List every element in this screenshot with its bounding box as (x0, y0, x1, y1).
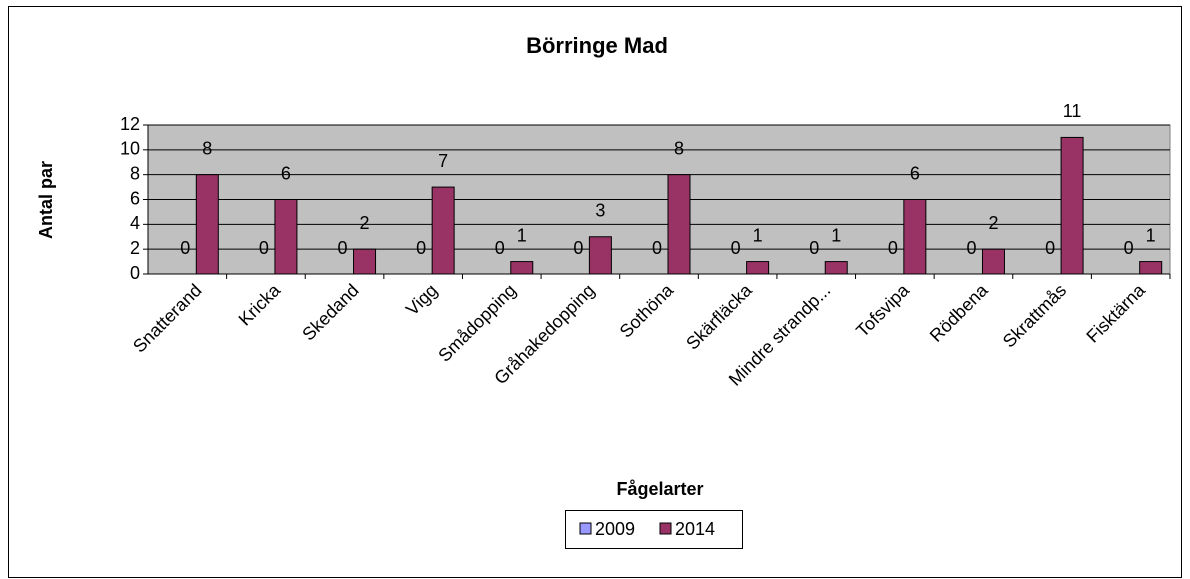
data-label: 6 (281, 163, 291, 183)
data-label: 8 (674, 138, 684, 158)
data-label: 0 (1045, 238, 1055, 258)
bar (588, 236, 612, 275)
data-label: 0 (495, 238, 505, 258)
legend-label: 2009 (595, 519, 635, 539)
data-label: 0 (259, 238, 269, 258)
bar (431, 186, 455, 275)
data-label: 0 (888, 238, 898, 258)
data-label: 1 (1146, 225, 1156, 245)
bar (274, 199, 298, 275)
chart-frame (8, 6, 1182, 578)
y-tick-label: 6 (130, 188, 140, 208)
bar (510, 261, 534, 275)
y-tick-label: 10 (120, 139, 140, 159)
bar (903, 199, 927, 275)
data-label: 0 (966, 238, 976, 258)
data-label: 11 (1063, 101, 1082, 121)
data-label: 0 (416, 238, 426, 258)
y-tick-label: 2 (130, 238, 140, 258)
data-label: 3 (595, 201, 605, 221)
data-label: 0 (180, 238, 190, 258)
data-label: 2 (988, 213, 998, 233)
bar (824, 261, 848, 275)
legend-label: 2014 (675, 519, 715, 539)
bar (746, 261, 770, 275)
data-label: 0 (338, 238, 348, 258)
data-label: 1 (753, 225, 763, 245)
legend (565, 510, 743, 549)
data-label: 0 (573, 238, 583, 258)
data-label: 2 (360, 213, 370, 233)
data-label: 8 (202, 138, 212, 158)
bar (981, 248, 1005, 275)
x-axis-label: Fågelarter (616, 479, 703, 499)
y-tick-label: 0 (130, 263, 140, 283)
y-axis-label: Antal par (36, 161, 56, 239)
y-tick-label: 4 (130, 213, 140, 233)
data-label: 0 (1124, 238, 1134, 258)
y-tick-label: 12 (120, 114, 140, 134)
bar (1060, 136, 1084, 275)
data-label: 1 (517, 225, 527, 245)
chart-title: Börringe Mad (526, 33, 668, 58)
data-label: 1 (831, 225, 841, 245)
data-label: 0 (652, 238, 662, 258)
data-label: 0 (731, 238, 741, 258)
data-label: 7 (438, 151, 448, 171)
bar (195, 174, 219, 275)
data-label: 0 (809, 238, 819, 258)
bar (667, 174, 691, 275)
y-tick-label: 8 (130, 163, 140, 183)
legend-swatch (659, 522, 672, 535)
data-label: 6 (910, 163, 920, 183)
legend-swatch (579, 522, 592, 535)
bar (1139, 261, 1163, 275)
bar (353, 248, 377, 275)
